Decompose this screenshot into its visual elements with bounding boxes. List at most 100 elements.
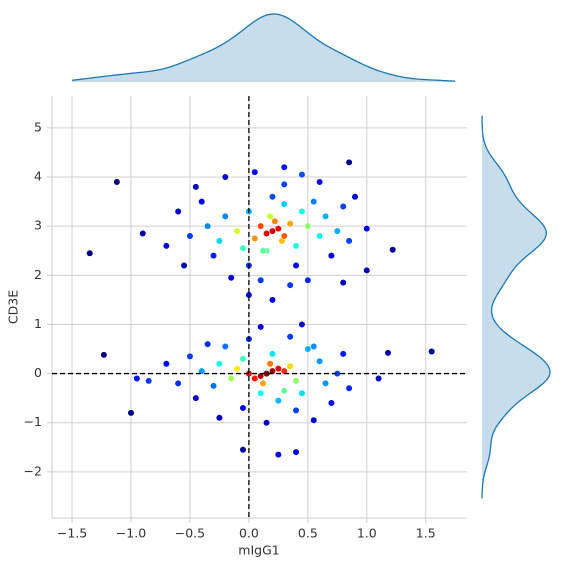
point <box>321 379 330 387</box>
plot-area <box>86 158 436 459</box>
point <box>339 202 347 211</box>
point <box>215 414 224 422</box>
x-tick-label: 1.0 <box>357 526 377 541</box>
point <box>127 409 135 417</box>
point <box>139 229 147 238</box>
point <box>257 276 265 284</box>
point <box>280 387 288 395</box>
point <box>280 163 288 171</box>
point <box>257 389 265 397</box>
point <box>209 382 218 390</box>
point <box>198 367 206 375</box>
point <box>209 252 218 260</box>
marginal-kde-fill <box>482 115 550 499</box>
point <box>298 320 306 329</box>
point <box>257 222 265 230</box>
point <box>316 357 324 365</box>
x-tick-label: 0.0 <box>239 526 259 541</box>
point <box>286 333 294 341</box>
point <box>221 212 229 220</box>
point <box>239 244 247 252</box>
point <box>251 234 259 243</box>
point <box>257 323 265 331</box>
point <box>133 374 141 383</box>
point <box>374 374 383 383</box>
x-tick-label: −1.0 <box>116 526 146 541</box>
point <box>186 232 194 240</box>
point <box>292 406 300 415</box>
point <box>268 227 277 235</box>
x-tick-label: −1.5 <box>57 526 87 541</box>
y-tick-label: 2 <box>34 267 42 282</box>
point <box>280 232 288 240</box>
point <box>180 261 188 270</box>
point <box>239 446 247 454</box>
point <box>327 252 336 260</box>
point <box>204 222 212 230</box>
marginal-kde-fill <box>72 14 456 82</box>
marginal-kde-line <box>481 115 551 499</box>
point <box>298 171 306 179</box>
y-axis-label: CD3E <box>6 290 21 324</box>
point <box>221 173 229 181</box>
point <box>292 242 300 250</box>
y-tick-label: 0 <box>34 365 42 380</box>
point <box>345 384 353 392</box>
point <box>298 389 306 397</box>
point <box>286 220 294 228</box>
x-tick-label: 0.5 <box>298 526 318 541</box>
point <box>268 350 277 358</box>
point <box>162 360 170 368</box>
y-tick-label: 5 <box>34 119 42 134</box>
point <box>266 360 274 368</box>
point <box>174 379 182 387</box>
y-tick-label: −2 <box>24 463 42 478</box>
point <box>215 360 224 368</box>
point <box>286 281 294 289</box>
point <box>384 349 392 357</box>
point <box>304 345 312 353</box>
point <box>292 261 300 270</box>
point <box>274 396 282 405</box>
point <box>259 247 267 255</box>
y-tick-label: 4 <box>34 169 42 184</box>
point <box>274 451 282 459</box>
point <box>145 377 153 385</box>
point <box>251 168 259 176</box>
point <box>233 365 241 373</box>
point <box>310 198 318 206</box>
point <box>280 200 288 208</box>
point <box>227 274 235 282</box>
x-tick-label: 1.5 <box>416 526 436 541</box>
point <box>271 217 279 225</box>
point <box>113 178 121 186</box>
point <box>192 394 200 402</box>
marginal-kde-line <box>71 13 456 82</box>
point <box>259 379 267 387</box>
point <box>428 347 436 356</box>
point <box>316 232 324 240</box>
point <box>363 266 371 275</box>
point <box>339 350 347 358</box>
y-tick-label: 3 <box>34 218 42 233</box>
point <box>215 237 224 245</box>
point <box>221 342 229 351</box>
point <box>345 158 353 166</box>
point <box>266 212 274 220</box>
point <box>304 276 312 284</box>
point <box>262 419 271 427</box>
point <box>304 222 312 230</box>
point <box>233 227 241 235</box>
point <box>280 180 288 189</box>
point <box>198 198 206 206</box>
point <box>310 416 318 424</box>
point <box>186 352 194 360</box>
point <box>333 227 341 235</box>
point <box>204 340 212 348</box>
point <box>345 237 353 245</box>
point <box>351 193 359 201</box>
point <box>389 246 397 254</box>
point <box>316 178 324 186</box>
x-tick-label: −0.5 <box>175 526 205 541</box>
